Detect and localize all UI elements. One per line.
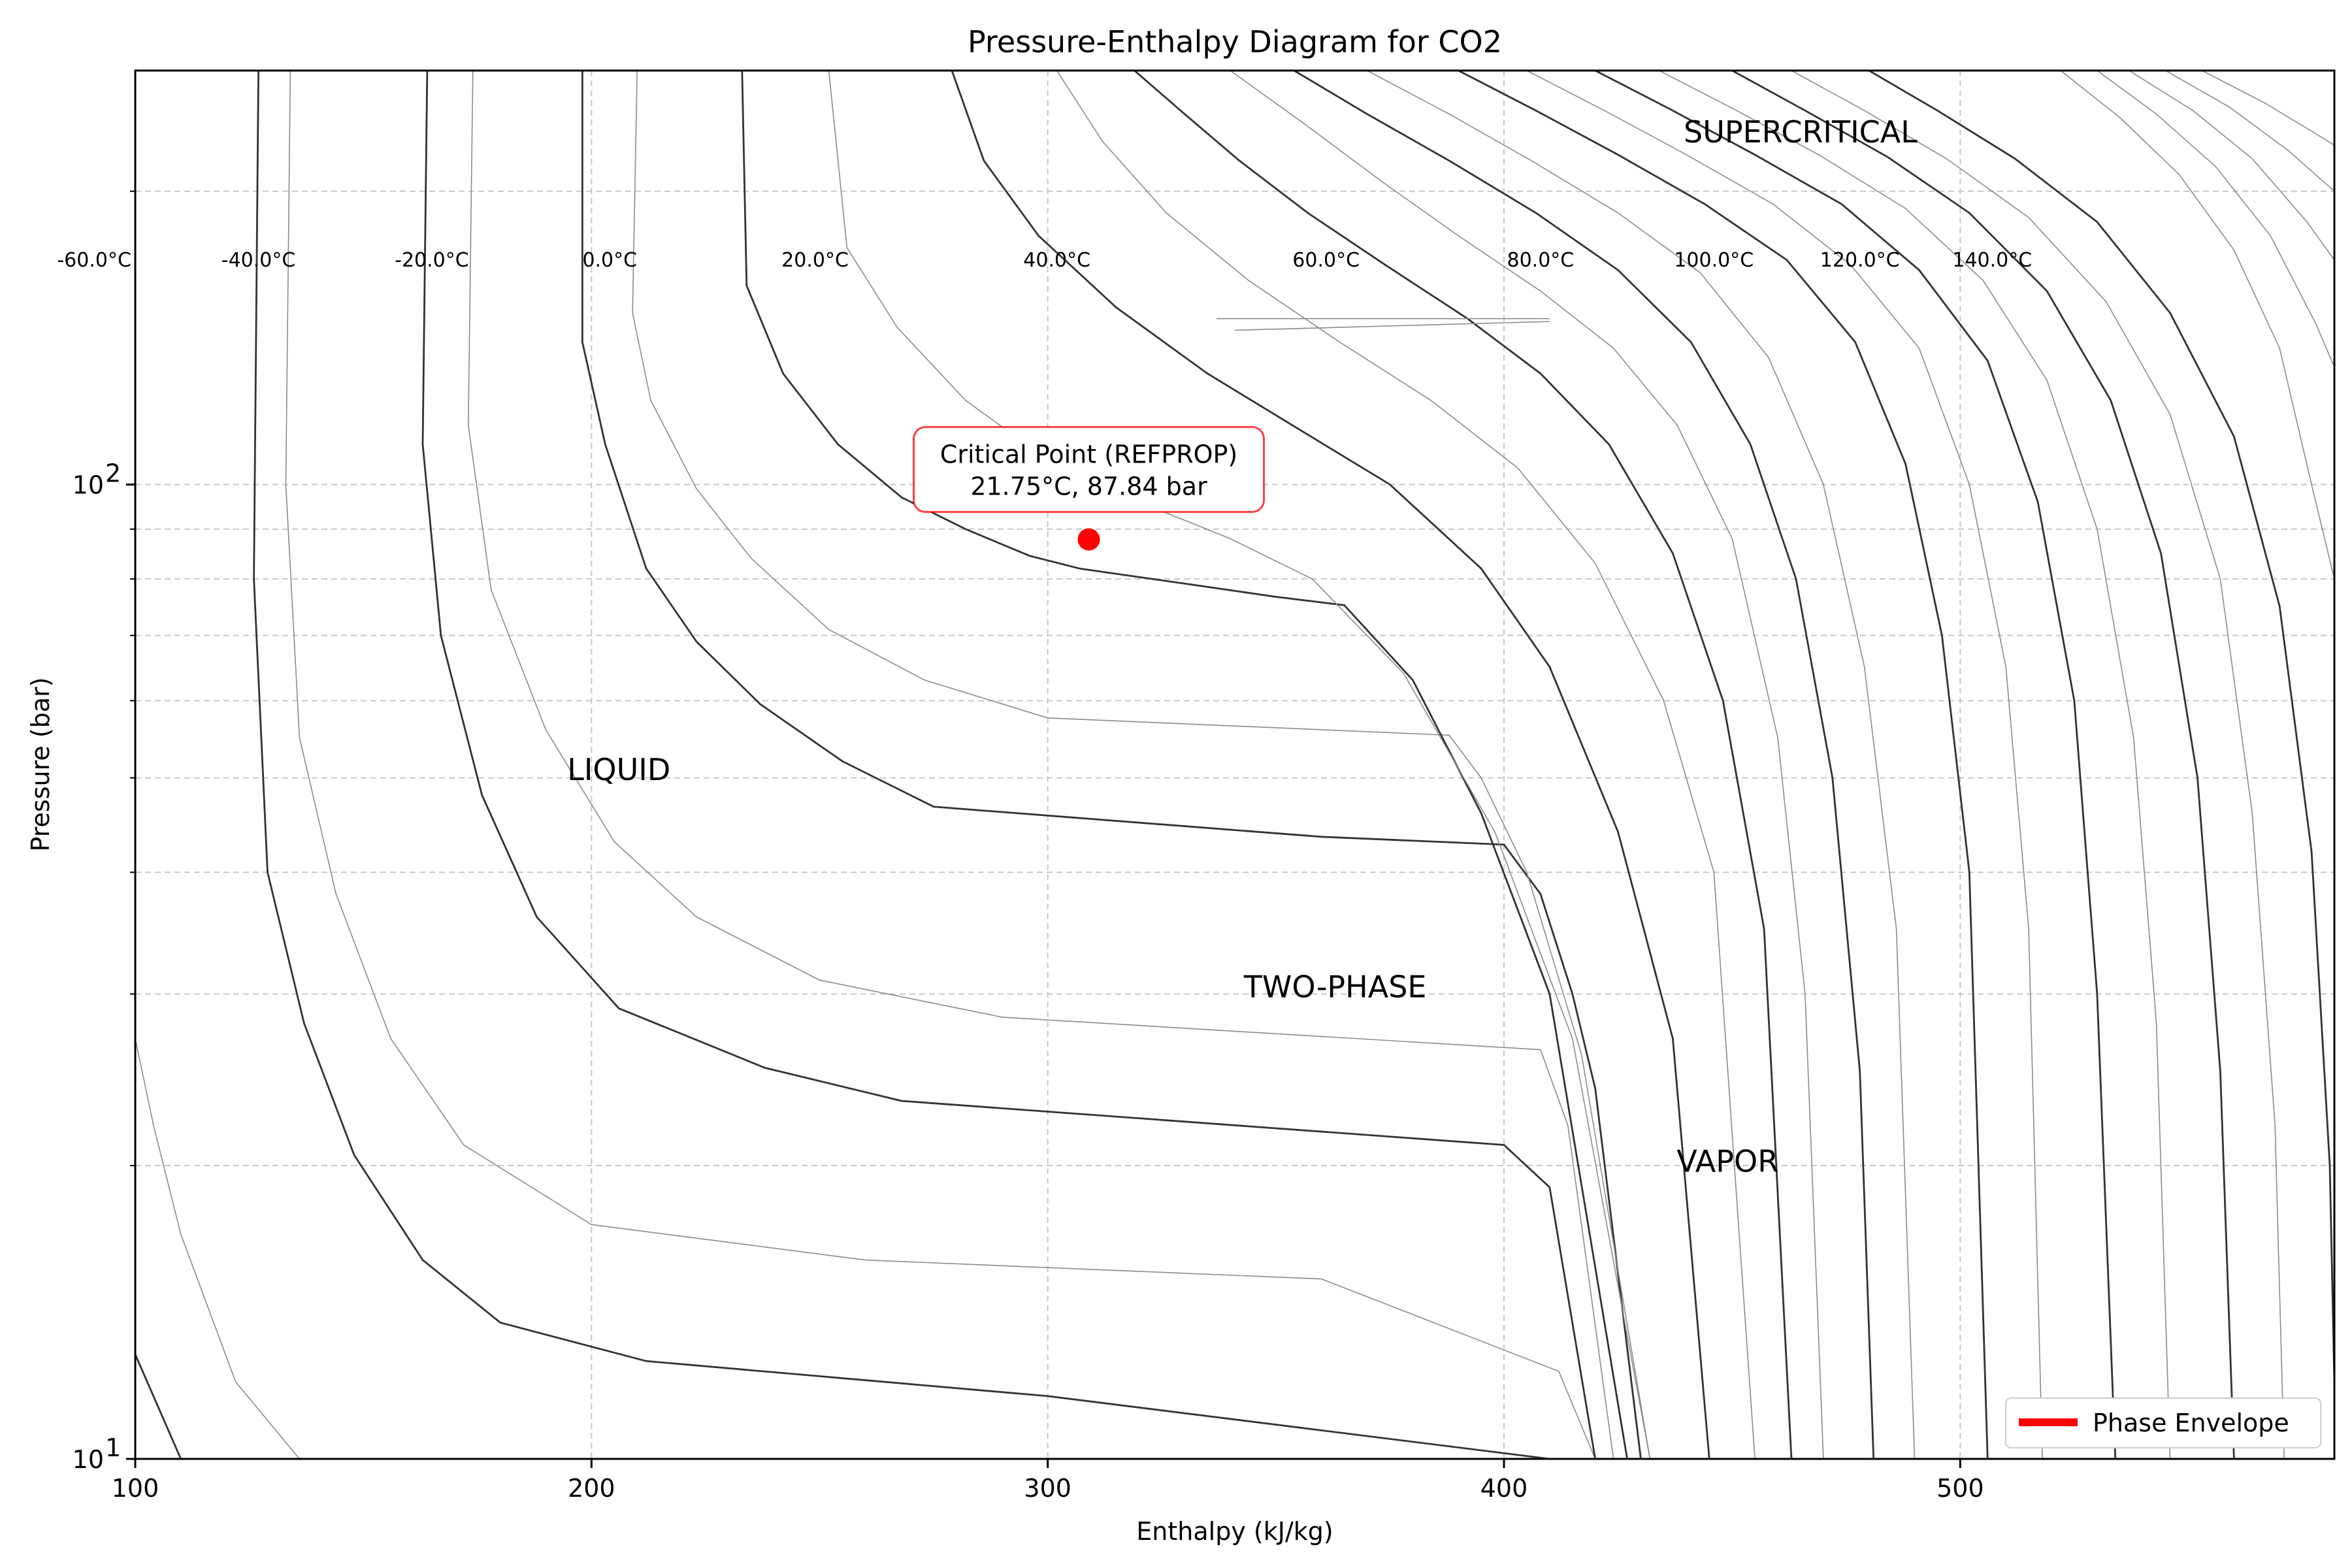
x-tick-label: 400: [1480, 1474, 1528, 1503]
y-tick-label-base: 10: [73, 471, 104, 500]
isotherm-label: 80.0°C: [1507, 249, 1575, 272]
isotherm-label: 140.0°C: [1952, 249, 2032, 272]
isotherm-line: [2165, 71, 2334, 192]
isotherm-labels: -60.0°C -40.0°C -20.0°C 0.0°C 20.0°C 40.0°C 60…: [57, 249, 2032, 272]
plot-frame: [134, 69, 2336, 1460]
x-tick-label: 100: [112, 1474, 159, 1503]
legend: Phase Envelope: [2005, 1397, 2321, 1448]
legend-box: [2005, 1397, 2321, 1448]
isotherm-label: -40.0°C: [221, 249, 296, 272]
region-label: VAPOR: [1676, 1144, 1778, 1179]
isotherm-label: 40.0°C: [1023, 249, 1090, 272]
isotherm-line: [421, 71, 1597, 1459]
y-axis-label: Pressure (bar): [26, 677, 55, 851]
chart-title: Pressure-Enthalpy Diagram for CO2: [968, 24, 1502, 59]
x-axis-label: Enthalpy (kJ/kg): [1136, 1517, 1333, 1546]
critical-point-box: [913, 426, 1266, 514]
isotherm-line: [1056, 71, 1756, 1459]
isotherm-line: [1458, 71, 1989, 1459]
isotherm-line: [467, 71, 1614, 1459]
isotherm-curves: [135, 71, 2334, 1459]
y-tick-label-exponent: 1: [105, 1433, 121, 1462]
isotherm-line: [1526, 71, 2043, 1459]
critical-point-label-line2: 21.75°C, 87.84 bar: [970, 472, 1207, 501]
isotherm-line: [2202, 71, 2334, 146]
y-tick-label-exponent: 2: [105, 459, 121, 488]
x-tick-label: 500: [1936, 1474, 1984, 1503]
y-tick-label-base: 10: [73, 1445, 104, 1474]
isotherm-line: [1659, 71, 2171, 1459]
isotherm-label: -60.0°C: [57, 249, 131, 272]
isotherm-line: [135, 1038, 301, 1459]
isotherm-line: [1731, 71, 2235, 1459]
isotherm-line: [1294, 71, 1875, 1459]
region-label: SUPERCRITICAL: [1684, 114, 1918, 150]
region-label: LIQUID: [567, 752, 670, 787]
x-tick-label: 200: [568, 1474, 615, 1503]
isotherm-line: [951, 71, 1710, 1459]
isotherm-label: 100.0°C: [1674, 249, 1754, 272]
critical-point-annotation: Critical Point (REFPROP) 21.75°C, 87.84 b…: [913, 426, 1266, 551]
isotherm-line: [2097, 71, 2334, 368]
isotherm-line: [1230, 71, 1824, 1459]
isotherm-label: 0.0°C: [582, 249, 637, 272]
isotherm-line: [1868, 71, 2334, 1382]
isotherm-line: [253, 71, 1550, 1459]
isotherm-label: 20.0°C: [781, 249, 849, 272]
isotherm-line: [1791, 71, 2285, 1459]
x-tick-label: 300: [1024, 1474, 1071, 1503]
isotherm-line: [632, 71, 1651, 1459]
isotherm-line: [1367, 71, 1916, 1459]
critical-point-marker: [1077, 528, 1100, 551]
isotherm-label: 120.0°C: [1820, 249, 1900, 272]
isotherm-line: [828, 71, 1651, 1459]
isotherm-line: [2129, 71, 2334, 261]
critical-point-label-line1: Critical Point (REFPROP): [940, 440, 1237, 469]
isotherm-line: [285, 71, 1596, 1459]
isotherm-line: [1134, 71, 1793, 1459]
isotherm-label: -20.0°C: [395, 249, 469, 272]
isotherm-line: [581, 71, 1642, 1459]
isotherm-line: [135, 1354, 182, 1459]
legend-label: Phase Envelope: [2093, 1409, 2289, 1437]
region-label: TWO-PHASE: [1243, 970, 1427, 1005]
isotherm-line: [1595, 71, 2117, 1459]
region-labels: LIQUID TWO-PHASE VAPOR SUPERCRITICAL: [567, 114, 1918, 1179]
isotherm-line: [1234, 321, 1550, 331]
isotherm-line: [2060, 71, 2334, 580]
isotherm-label: 60.0°C: [1292, 249, 1360, 272]
